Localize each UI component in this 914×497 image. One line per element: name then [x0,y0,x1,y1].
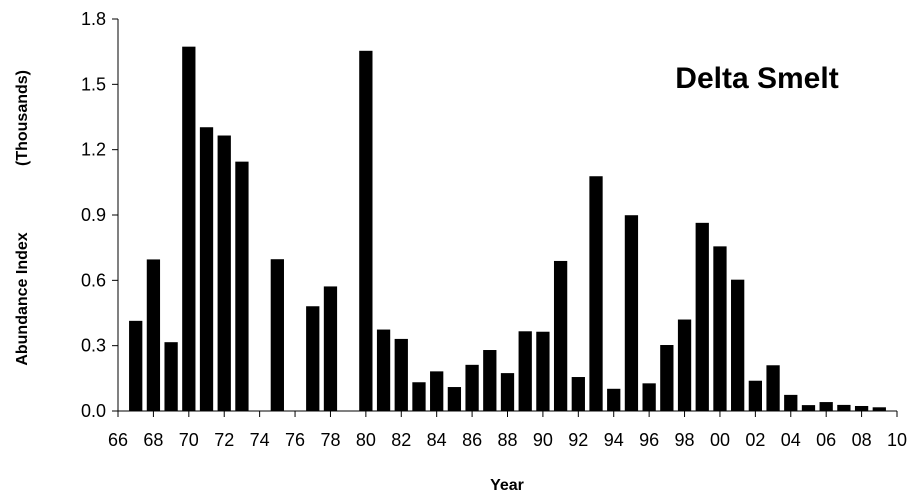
y-tick-label: 1.5 [81,74,106,94]
bar-73 [235,161,249,411]
x-tick-label: 66 [108,430,128,450]
y-tick-label: 1.2 [81,140,106,160]
x-tick-label: 86 [462,430,482,450]
y-tick-label: 0.0 [81,401,106,421]
bar-83 [412,382,426,411]
bar-92 [571,377,585,411]
bar-90 [536,331,550,411]
y-axis-label: Abundance Index [14,232,31,365]
y-tick-label: 0.9 [81,205,106,225]
x-tick-label: 02 [745,430,765,450]
y-tick-label: 0.3 [81,336,106,356]
bar-70 [182,46,196,411]
bars-group [129,46,886,412]
x-tick-label: 04 [781,430,801,450]
bar-02 [748,380,762,411]
bar-04 [784,394,798,411]
x-tick-label: 08 [852,430,872,450]
bar-89 [518,331,532,411]
bar-05 [801,405,816,411]
x-tick-label: 88 [497,430,517,450]
bar-09 [872,407,886,411]
bar-06 [819,402,833,411]
bar-69 [164,342,178,411]
bar-94 [607,388,621,411]
x-tick-label: 72 [214,430,234,450]
x-tick-label: 80 [356,430,376,450]
x-tick-label: 68 [143,430,163,450]
bar-77 [306,306,320,411]
x-tick-label: 92 [568,430,588,450]
x-tick-label: 76 [285,430,305,450]
bar-80 [359,50,373,412]
chart-title: Delta Smelt [675,62,838,95]
x-tick-label: 90 [533,430,553,450]
bar-01 [731,279,745,411]
bar-71 [199,127,214,412]
x-tick-label: 74 [250,430,270,450]
bar-91 [553,260,568,411]
y-tick-label: 0.6 [81,270,106,290]
bar-98 [677,319,692,411]
y-axis-unit: (Thousands) [14,70,31,166]
y-tick-label: 1.8 [81,9,106,29]
bar-84 [430,371,444,411]
x-tick-label: 82 [391,430,411,450]
bar-87 [483,350,497,411]
bar-03 [766,365,780,411]
x-tick-label: 94 [604,430,624,450]
x-tick-label: 00 [710,430,730,450]
axes-group: 0.0 0.3 0.6 0.9 1.2 1.5 1.8 66 68 70 72 74 76 78 80 82 8… [81,9,907,450]
x-tick-label: 70 [179,430,199,450]
x-tick-label: 06 [816,430,836,450]
x-tick-label: 96 [639,430,659,450]
x-tick-label: 84 [427,430,447,450]
bar-67 [129,320,143,411]
x-axis-label: Year [490,477,524,494]
bar-95 [624,215,639,411]
bar-00 [713,246,727,411]
x-tick-label: 98 [675,430,695,450]
bar-75 [270,259,284,411]
bar-82 [394,338,408,411]
bar-78 [323,286,338,411]
bar-86 [465,364,479,411]
bar-96 [642,383,656,411]
bar-08 [854,405,869,411]
bar-72 [217,135,231,411]
bar-88 [500,373,515,411]
bar-85 [447,387,462,411]
bar-99 [695,222,709,411]
bar-81 [376,329,391,411]
x-tick-label: 10 [887,430,907,450]
bar-93 [589,176,603,411]
bar-68 [146,259,161,411]
bar-97 [660,345,674,411]
x-tick-label: 78 [320,430,340,450]
bar-07 [837,404,851,411]
